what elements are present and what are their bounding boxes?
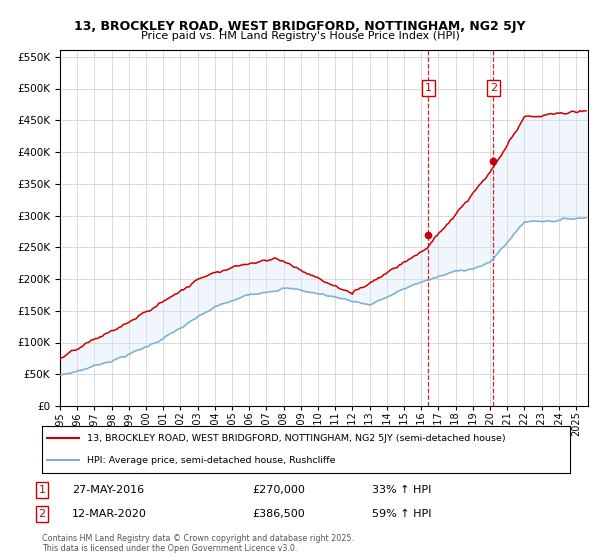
Text: 13, BROCKLEY ROAD, WEST BRIDGFORD, NOTTINGHAM, NG2 5JY (semi-detached house): 13, BROCKLEY ROAD, WEST BRIDGFORD, NOTTI…: [87, 434, 506, 443]
Text: £270,000: £270,000: [252, 485, 305, 495]
Text: Price paid vs. HM Land Registry's House Price Index (HPI): Price paid vs. HM Land Registry's House …: [140, 31, 460, 41]
Text: 33% ↑ HPI: 33% ↑ HPI: [372, 485, 431, 495]
Text: 12-MAR-2020: 12-MAR-2020: [72, 509, 147, 519]
Text: 13, BROCKLEY ROAD, WEST BRIDGFORD, NOTTINGHAM, NG2 5JY: 13, BROCKLEY ROAD, WEST BRIDGFORD, NOTTI…: [74, 20, 526, 32]
Text: 1: 1: [425, 83, 432, 93]
Text: 27-MAY-2016: 27-MAY-2016: [72, 485, 144, 495]
Text: Contains HM Land Registry data © Crown copyright and database right 2025.
This d: Contains HM Land Registry data © Crown c…: [42, 534, 354, 553]
Text: 59% ↑ HPI: 59% ↑ HPI: [372, 509, 431, 519]
Text: 2: 2: [490, 83, 497, 93]
Text: 1: 1: [38, 485, 46, 495]
Text: HPI: Average price, semi-detached house, Rushcliffe: HPI: Average price, semi-detached house,…: [87, 456, 335, 465]
Text: £386,500: £386,500: [252, 509, 305, 519]
Text: 2: 2: [38, 509, 46, 519]
